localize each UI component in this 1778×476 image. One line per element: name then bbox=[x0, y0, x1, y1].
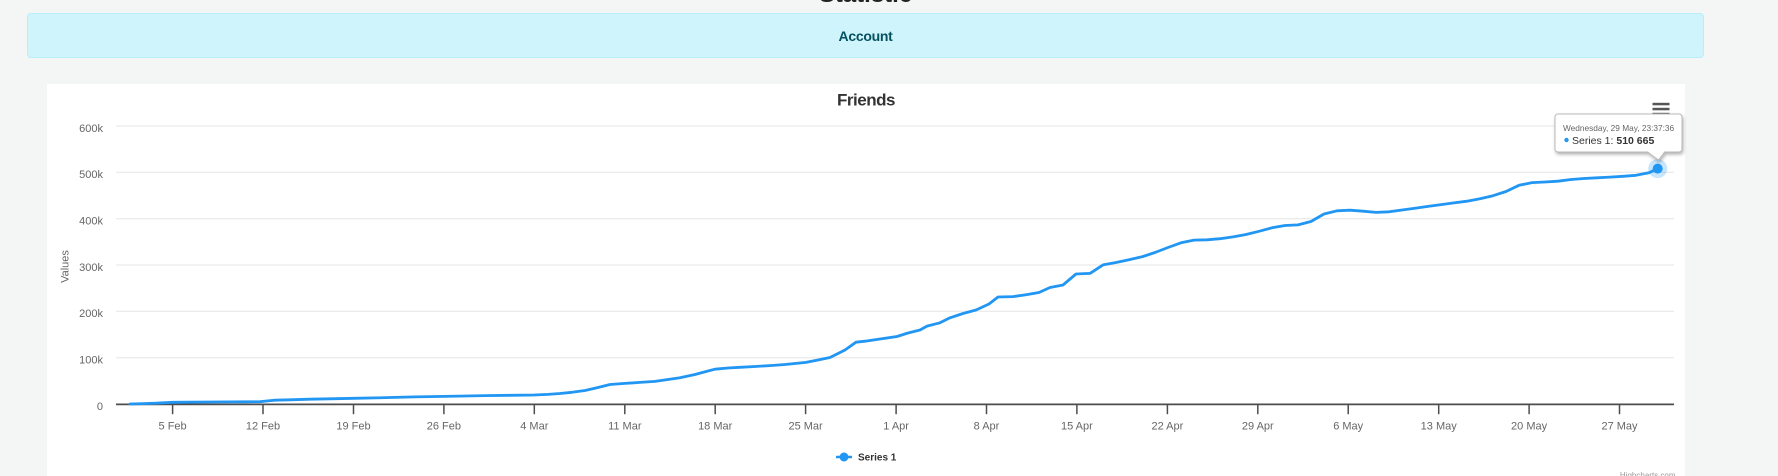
svg-text:22 Apr: 22 Apr bbox=[1151, 420, 1183, 432]
svg-text:Series 1: Series 1 bbox=[858, 453, 897, 464]
svg-text:11 Mar: 11 Mar bbox=[608, 420, 642, 432]
svg-text:500k: 500k bbox=[79, 169, 103, 181]
svg-text:1 Apr: 1 Apr bbox=[883, 420, 909, 432]
svg-text:8 Apr: 8 Apr bbox=[974, 420, 1000, 432]
svg-text:27 May: 27 May bbox=[1601, 420, 1638, 432]
svg-text:18 Mar: 18 Mar bbox=[698, 420, 733, 432]
svg-text:29 Apr: 29 Apr bbox=[1242, 420, 1274, 432]
svg-text:6 May: 6 May bbox=[1333, 420, 1363, 432]
svg-text:Highcharts.com: Highcharts.com bbox=[1620, 471, 1676, 476]
svg-text:19 Feb: 19 Feb bbox=[336, 420, 370, 432]
svg-text:400k: 400k bbox=[79, 216, 103, 228]
svg-text:200k: 200k bbox=[79, 308, 103, 320]
svg-text:300k: 300k bbox=[79, 262, 103, 274]
svg-text:26 Feb: 26 Feb bbox=[427, 420, 461, 432]
svg-text:Series 1: 510 665: Series 1: 510 665 bbox=[1572, 135, 1654, 147]
svg-text:600k: 600k bbox=[79, 123, 103, 135]
svg-text:Values: Values bbox=[60, 250, 72, 283]
svg-text:Friends: Friends bbox=[837, 91, 895, 110]
svg-text:Wednesday, 29 May, 23:37:36: Wednesday, 29 May, 23:37:36 bbox=[1563, 123, 1675, 133]
svg-text:20 May: 20 May bbox=[1511, 420, 1548, 432]
svg-text:100k: 100k bbox=[79, 355, 103, 367]
svg-text:4 Mar: 4 Mar bbox=[520, 420, 548, 432]
svg-text:5 Feb: 5 Feb bbox=[159, 420, 187, 432]
svg-text:0: 0 bbox=[97, 401, 103, 413]
svg-text:12 Feb: 12 Feb bbox=[246, 420, 280, 432]
svg-text:15 Apr: 15 Apr bbox=[1061, 420, 1093, 432]
svg-text:13 May: 13 May bbox=[1421, 420, 1458, 432]
svg-text:25 Mar: 25 Mar bbox=[788, 420, 823, 432]
